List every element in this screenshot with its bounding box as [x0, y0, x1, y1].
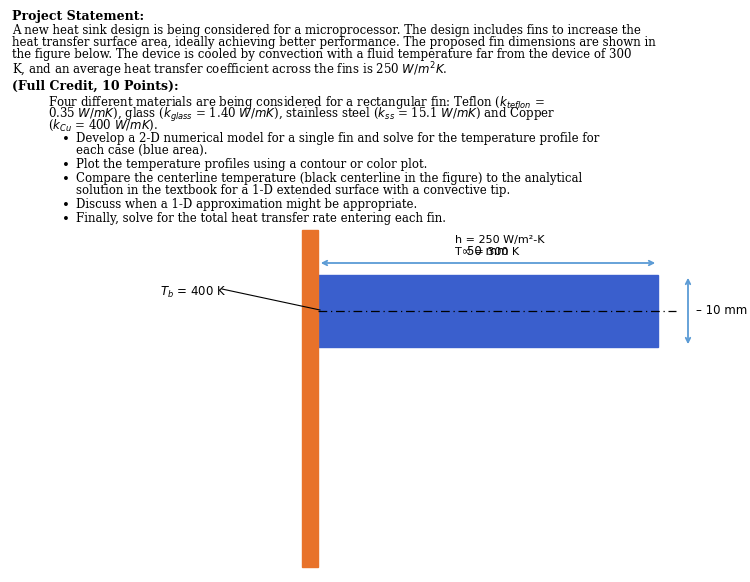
Text: •: • [62, 133, 70, 146]
Text: Compare the centerline temperature (black centerline in the figure) to the analy: Compare the centerline temperature (blac… [76, 172, 582, 185]
Text: 0.35 $W/mK$), glass ($k_{glass}$ = 1.40 $W/mK$), stainless steel ($k_{ss}$ = 15.: 0.35 $W/mK$), glass ($k_{glass}$ = 1.40 … [48, 106, 555, 124]
Text: •: • [62, 213, 70, 226]
Text: Four different materials are being considered for a rectangular fin: Teflon ($k_: Four different materials are being consi… [48, 94, 544, 111]
Text: T∞ = 300 K: T∞ = 300 K [455, 247, 519, 257]
Text: each case (blue area).: each case (blue area). [76, 144, 208, 157]
Text: •: • [62, 159, 70, 172]
Text: (Full Credit, 10 Points):: (Full Credit, 10 Points): [12, 80, 178, 93]
Text: h = 250 W/m²-K: h = 250 W/m²-K [455, 235, 544, 245]
Text: Project Statement:: Project Statement: [12, 10, 144, 23]
Text: Plot the temperature profiles using a contour or color plot.: Plot the temperature profiles using a co… [76, 158, 428, 171]
Text: heat transfer surface area, ideally achieving better performance. The proposed f: heat transfer surface area, ideally achi… [12, 36, 656, 49]
Text: A new heat sink design is being considered for a microprocessor. The design incl: A new heat sink design is being consider… [12, 24, 640, 37]
Text: K, and an average heat transfer coefficient across the fins is 250 $W/m^2K$.: K, and an average heat transfer coeffici… [12, 60, 448, 80]
Text: •: • [62, 199, 70, 212]
Text: the figure below. The device is cooled by convection with a fluid temperature fa: the figure below. The device is cooled b… [12, 48, 632, 61]
Bar [318, 275, 658, 347]
Text: •: • [62, 173, 70, 186]
Text: $T_b$ = 400 K: $T_b$ = 400 K [160, 285, 226, 300]
Text: ($k_{Cu}$ = 400 $W/mK$).: ($k_{Cu}$ = 400 $W/mK$). [48, 118, 158, 133]
Text: Discuss when a 1-D approximation might be appropriate.: Discuss when a 1-D approximation might b… [76, 198, 417, 211]
Text: 50 mm: 50 mm [467, 245, 509, 258]
Text: – 10 mm: – 10 mm [696, 304, 747, 318]
Bar [302, 230, 318, 567]
Text: solution in the textbook for a 1-D extended surface with a convective tip.: solution in the textbook for a 1-D exten… [76, 184, 510, 197]
Text: Develop a 2-D numerical model for a single fin and solve for the temperature pro: Develop a 2-D numerical model for a sing… [76, 132, 599, 145]
Text: Finally, solve for the total heat transfer rate entering each fin.: Finally, solve for the total heat transf… [76, 212, 446, 225]
